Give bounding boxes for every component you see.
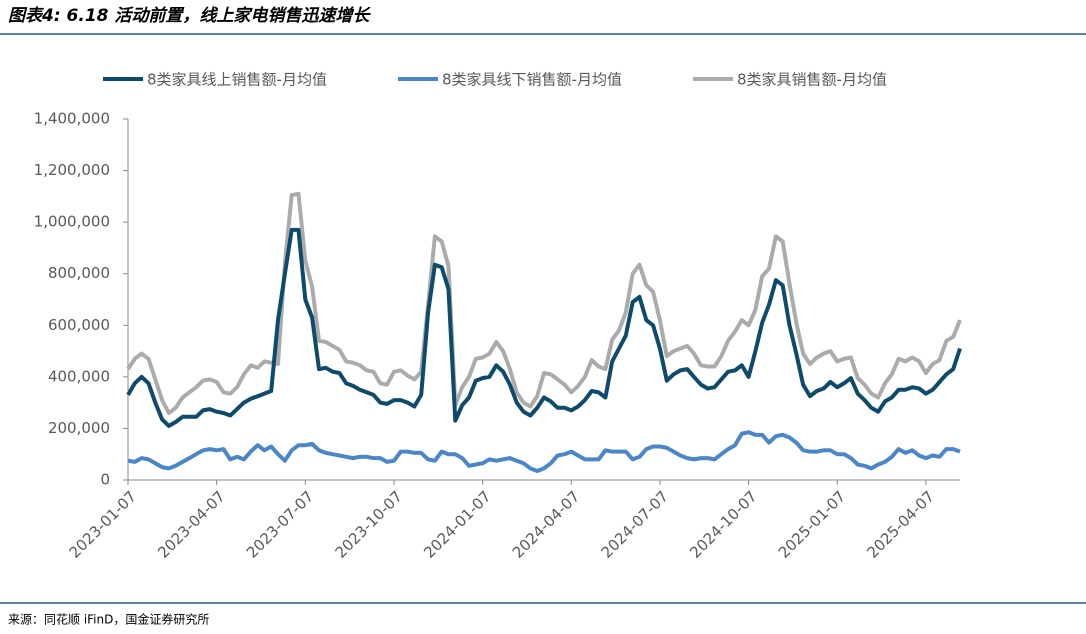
legend-label: 8类家具销售额-月均值 — [737, 71, 887, 89]
x-tick-label: 2024-01-07 — [420, 487, 494, 561]
source: 来源：同花顺 iFinD，国金证券研究所 — [8, 612, 209, 627]
chart-title: 图表4: 6.18 活动前置，线上家电销售迅速增长 — [8, 6, 371, 26]
x-tick-label: 2023-01-07 — [66, 487, 140, 561]
y-tick-label: 1,000,000 — [34, 213, 110, 231]
legend-label: 8类家具线上销售额-月均值 — [147, 71, 327, 89]
x-tick-label: 2023-07-07 — [243, 487, 317, 561]
y-tick-label: 400,000 — [48, 367, 110, 385]
y-tick-label: 800,000 — [48, 264, 110, 282]
y-tick-label: 0 — [100, 471, 110, 489]
y-tick-label: 600,000 — [48, 316, 110, 334]
series-line — [126, 227, 962, 428]
y-tick-label: 200,000 — [48, 419, 110, 437]
series-line — [127, 430, 961, 473]
x-tick-label: 2023-10-07 — [332, 487, 406, 561]
x-tick-label: 2024-10-07 — [686, 487, 760, 561]
x-tick-label: 2025-01-07 — [775, 487, 849, 561]
y-tick-label: 1,400,000 — [34, 110, 110, 128]
series-line — [126, 191, 962, 415]
x-tick-label: 2023-04-07 — [154, 487, 228, 561]
x-tick-label: 2024-07-07 — [598, 487, 672, 561]
legend-label: 8类家具线下销售额-月均值 — [442, 71, 622, 89]
x-tick-label: 2024-04-07 — [509, 487, 583, 561]
x-tick-label: 2025-04-07 — [864, 487, 938, 561]
y-tick-label: 1,200,000 — [34, 161, 110, 179]
